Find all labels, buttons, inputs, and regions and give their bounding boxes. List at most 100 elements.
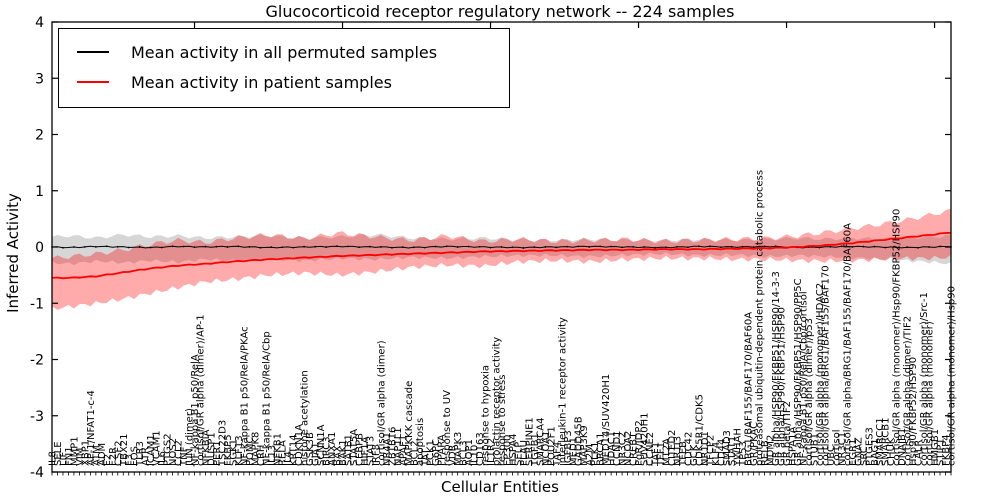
permuted-mean-marker — [369, 245, 371, 248]
x-tick-label: NAP1L1 — [393, 427, 404, 466]
x-tick-label: MAPK8 — [250, 432, 261, 466]
permuted-mean-marker — [621, 246, 623, 249]
x-tick-label: histone acetylation — [300, 370, 311, 466]
x-tick-label: SGK1 — [228, 439, 239, 466]
x-tick-label: PCK1 — [426, 440, 437, 466]
x-tick-label: SCNN1A — [316, 424, 327, 466]
x-tick-label: LIF — [58, 451, 69, 466]
x-tick-label: FN1 — [64, 446, 75, 466]
x-tick-label: apoptosis — [415, 418, 426, 466]
x-tick-label: interleukin-1 receptor activity — [557, 317, 568, 466]
x-tick-label: FOS — [130, 446, 141, 466]
x-tick-label: NR1D1 — [700, 431, 711, 466]
x-tick-label: NR4A1 — [382, 432, 393, 466]
x-tick-label: IGFBP3 — [563, 430, 574, 466]
permuted-mean-marker — [226, 246, 229, 248]
x-tick-label: prolactin receptor activity — [492, 337, 503, 466]
permuted-mean-marker — [928, 246, 930, 248]
x-tick-label: MDM2 — [766, 435, 777, 466]
x-tick-label: MT2A — [661, 438, 672, 466]
x-tick-label: ADM — [97, 443, 108, 466]
legend-item-permuted: Mean activity in all permuted samples — [69, 37, 499, 67]
y-tick-label: -3 — [30, 409, 44, 425]
x-tick-label: GR beta/TIF2 — [782, 401, 793, 466]
x-tick-label: IL13 — [267, 445, 278, 466]
y-tick-label: -2 — [30, 353, 44, 369]
x-tick-label: cortisol/GR alpha (monomer)/HDAC2 — [815, 283, 826, 466]
permuted-mean-marker — [489, 246, 492, 249]
permuted-mean-marker — [906, 246, 909, 249]
x-tick-label: SRC — [859, 446, 870, 466]
x-tick-label: cortisol/GR alpha/BRG1/BAF155/BAF170 — [820, 265, 831, 466]
permuted-mean-marker — [522, 247, 525, 249]
x-tick-label: GJA1 — [311, 442, 322, 466]
permuted-mean-marker — [752, 246, 755, 249]
x-tick-label: TFCP2 — [705, 435, 716, 467]
x-tick-label: response to hypoxia — [481, 365, 492, 466]
x-tick-label: IL10 — [470, 445, 481, 466]
permuted-mean-marker — [555, 246, 558, 249]
x-tick-label: PTGS2 — [163, 433, 174, 466]
x-tick-label: TAT — [420, 448, 431, 467]
x-tick-label: HSPA4 — [508, 434, 519, 466]
x-tick-label: STUB1 — [809, 433, 820, 466]
x-tick-label: ICAM1 — [146, 434, 157, 466]
x-tick-label: MAP3K9 — [579, 425, 590, 466]
x-tick-label: SUV420H1 — [640, 413, 651, 466]
x-tick-label: STAT3 — [365, 436, 376, 466]
x-tick-label: ATR — [141, 447, 152, 466]
x-tick-label: SMARCB1 — [881, 418, 892, 466]
x-tick-label: PLK1 — [590, 441, 601, 466]
permuted-mean-marker — [303, 245, 306, 248]
x-tick-label: BIRC3 — [322, 436, 333, 466]
patient-mean-line — [51, 231, 952, 280]
permuted-mean-marker — [248, 245, 251, 248]
x-tick-label: response to stress — [497, 375, 508, 466]
permuted-line-swatch-icon — [77, 51, 109, 53]
permuted-mean-marker — [412, 246, 415, 249]
x-tick-label: BCL3 — [459, 440, 470, 466]
permuted-mean-marker — [818, 246, 821, 249]
x-tick-label: BRG1/BAF155/BAF170/BAF60A — [744, 312, 755, 466]
permuted-mean-marker — [566, 245, 569, 248]
x-tick-label: CHUK — [886, 437, 897, 466]
permuted-mean-marker — [434, 245, 437, 248]
x-tick-label: MED1 — [568, 437, 579, 466]
permuted-mean-marker — [336, 245, 338, 248]
x-tick-label: F2R — [108, 447, 119, 466]
x-tick-label: KLF13 — [234, 435, 245, 466]
x-tick-label: CSF2 — [113, 441, 124, 466]
permuted-mean-marker — [610, 245, 613, 248]
permuted-mean-marker — [127, 246, 130, 249]
x-tick-label: JUN (dimer) — [185, 408, 196, 467]
permuted-mean-marker — [259, 246, 262, 249]
x-tick-label: CDC42 — [683, 432, 694, 466]
permuted-mean-marker — [138, 246, 141, 248]
permuted-mean-marker — [884, 246, 887, 249]
x-tick-label: RELA — [278, 440, 289, 466]
permuted-mean-marker — [105, 245, 108, 248]
x-tick-label: BCL2 — [409, 440, 420, 466]
x-tick-label: cortisol/GR alpha (monomer) — [925, 321, 936, 466]
permuted-mean-marker — [116, 245, 119, 248]
permuted-mean-marker — [314, 245, 317, 248]
x-tick-label: SMARCC1 — [875, 417, 886, 466]
x-tick-label: GR alpha/HSP90/FKBP51/HSP90/14-3-3 — [771, 271, 782, 466]
permuted-mean-marker — [149, 246, 152, 249]
permuted-mean-marker — [358, 246, 360, 249]
legend-item-patient: Mean activity in patient samples — [69, 67, 499, 97]
x-tick-label: VCAM1 — [152, 430, 163, 466]
permuted-mean-marker — [840, 245, 843, 248]
y-axis-label: Inferred Activity — [4, 193, 22, 313]
x-tick-label: SERPINE1 — [524, 417, 535, 466]
x-tick-label: response to UV — [442, 390, 453, 466]
permuted-mean-marker — [467, 245, 470, 248]
x-tick-label: NR1I3 — [672, 436, 683, 466]
x-tick-label: KLF4 — [711, 442, 722, 466]
x-tick-label: SELP — [513, 442, 524, 466]
permuted-mean-marker — [83, 246, 86, 248]
permuted-mean-marker — [665, 246, 667, 249]
permuted-mean-marker — [577, 245, 580, 248]
